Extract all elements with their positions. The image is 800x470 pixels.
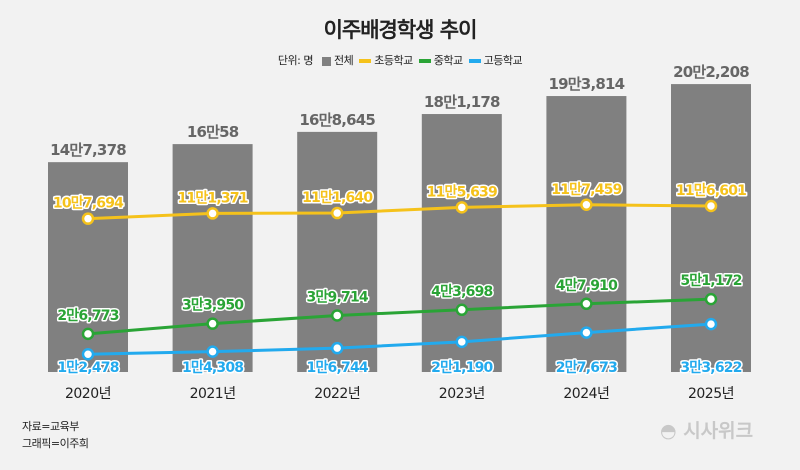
data-point: [81, 212, 95, 225]
source-text: 자료=교육부: [22, 420, 79, 433]
line-중학교: [87, 297, 712, 336]
data-point: [206, 345, 219, 358]
bar-total: [48, 162, 128, 372]
data-label: 11만5,639: [427, 184, 497, 200]
data-point: [330, 341, 344, 355]
data-label: 1만6,744: [307, 360, 369, 376]
data-label: 11만6,601: [676, 183, 746, 199]
bar-label: 20만2,208: [673, 63, 749, 81]
legend-label: 중학교: [433, 54, 463, 67]
data-point: [81, 327, 95, 341]
bar-total: [172, 144, 253, 372]
data-label: 3만3,622: [680, 360, 741, 376]
bar-label: 16만8,645: [299, 111, 375, 129]
data-point: [206, 207, 219, 220]
x-tick-label: 2022년: [314, 386, 360, 402]
line-고등학교: [87, 322, 712, 356]
bar-label: 18만1,178: [424, 93, 500, 111]
credits: 자료=교육부 그래픽=이주희: [22, 418, 89, 452]
legend-swatch: [418, 59, 431, 63]
data-label: 2만7,673: [556, 360, 617, 376]
legend-swatch: [321, 56, 331, 66]
data-point: [580, 297, 593, 311]
x-tick-label: 2024년: [563, 386, 609, 402]
bar-label: 14만7,378: [50, 141, 126, 159]
legend-swatch: [468, 59, 481, 63]
bar-label: 16만58: [187, 123, 239, 141]
data-point: [455, 335, 469, 349]
chart-title: 이주배경학생 추이: [323, 18, 478, 42]
data-label: 5만1,172: [680, 273, 741, 289]
data-point: [704, 292, 718, 306]
x-tick-label: 2020년: [65, 386, 111, 402]
x-tick-label: 2025년: [688, 386, 734, 402]
data-label: 4만7,910: [556, 278, 618, 294]
x-tick-label: 2021년: [190, 386, 236, 402]
data-label: 11만1,371: [177, 190, 247, 206]
data-point: [330, 206, 344, 220]
logo: ◓ 시사위크: [660, 420, 754, 442]
data-label: 2만6,773: [57, 308, 118, 324]
legend: 단위: 명 전체 초등학교 중학교 고등학교: [0, 52, 800, 68]
bar-total: [421, 114, 502, 372]
data-point: [81, 347, 95, 361]
legend-label: 초등학교: [374, 54, 413, 67]
graphic-credit: 그래픽=이주희: [22, 437, 89, 450]
data-label: 10만7,694: [53, 196, 124, 212]
line-초등학교: [87, 203, 712, 221]
data-label: 3만3,950: [182, 298, 244, 314]
unit-label: 단위: 명: [277, 54, 314, 67]
bar-label: 19만3,814: [549, 75, 625, 93]
data-point: [580, 326, 593, 339]
legend-label: 전체: [333, 54, 354, 67]
data-label: 3만9,714: [307, 289, 369, 305]
data-point: [455, 201, 469, 214]
data-point: [330, 309, 344, 322]
data-point: [206, 317, 219, 330]
data-point: [704, 199, 718, 213]
legend-label: 고등학교: [483, 54, 523, 67]
data-point: [580, 198, 593, 212]
data-label: 11만1,640: [302, 190, 373, 206]
bar-total: [546, 96, 627, 373]
data-label: 1만2,478: [57, 360, 118, 376]
data-label: 1만4,308: [182, 360, 243, 376]
data-label: 4만3,698: [431, 284, 492, 300]
data-point: [704, 317, 718, 331]
data-point: [455, 303, 469, 317]
x-tick-label: 2023년: [439, 386, 485, 402]
bar-total: [297, 131, 378, 372]
data-label: 11만7,459: [551, 182, 621, 198]
data-label: 2만1,190: [431, 360, 493, 376]
legend-swatch: [359, 59, 372, 63]
